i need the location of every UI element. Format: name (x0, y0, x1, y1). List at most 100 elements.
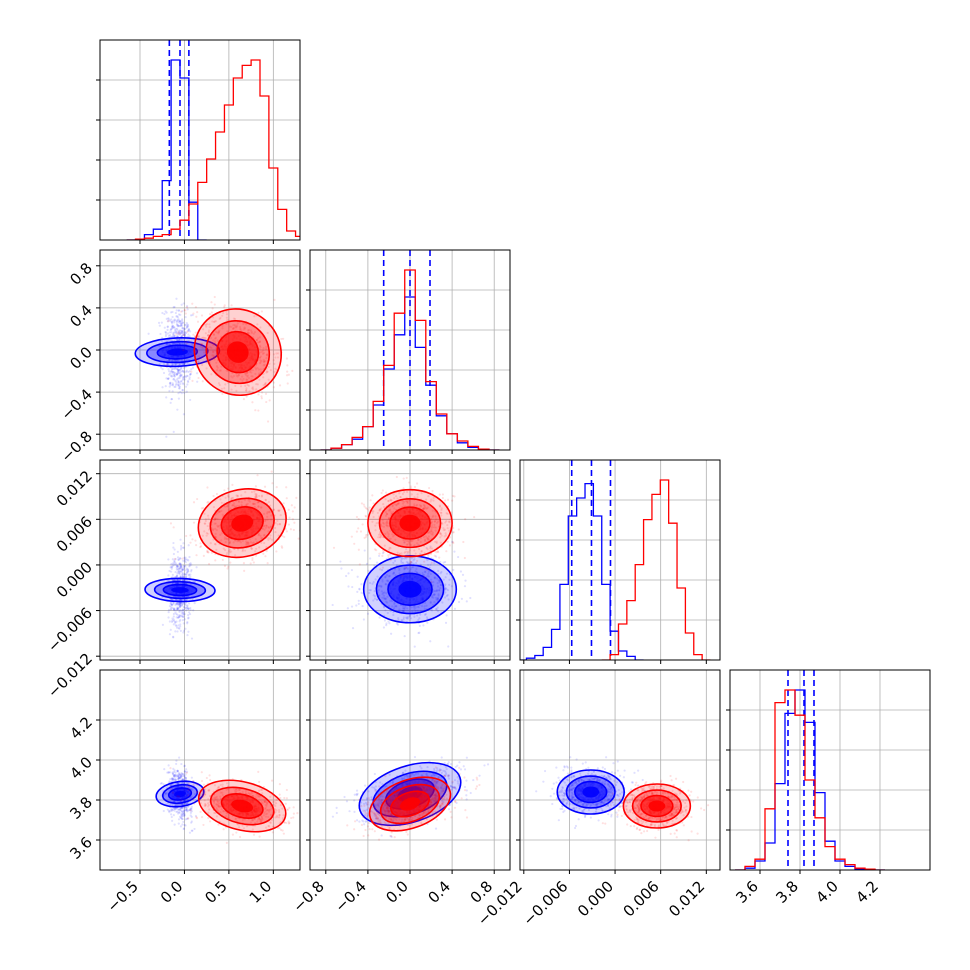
sample-point (372, 502, 375, 505)
sample-point (253, 502, 257, 505)
sample-point (161, 368, 164, 371)
sample-point (175, 602, 179, 606)
sample-point (181, 773, 184, 776)
sample-point (164, 310, 167, 313)
sample-point (164, 791, 167, 794)
panel-plot-area (100, 250, 300, 450)
sample-point (171, 564, 175, 567)
sample-point (175, 625, 178, 628)
sample-point (178, 376, 181, 380)
sample-point (180, 342, 184, 345)
sample-point (389, 599, 392, 602)
sample-point (268, 510, 271, 513)
sample-point (429, 600, 432, 604)
sample-point (210, 336, 213, 340)
sample-point (264, 345, 268, 348)
sample-point (234, 554, 237, 557)
sample-point (396, 502, 399, 505)
sample-point (195, 372, 199, 375)
sample-point (411, 539, 414, 542)
sample-point (180, 323, 183, 326)
sample-point (177, 818, 181, 821)
sample-point (180, 570, 183, 573)
sample-point (189, 341, 192, 344)
sample-point (382, 550, 385, 554)
sample-point (410, 606, 413, 609)
sample-point (392, 510, 395, 513)
sample-point (250, 818, 253, 821)
sample-point (226, 330, 229, 333)
sample-point (416, 496, 419, 499)
sample-point (244, 384, 247, 388)
sample-point (423, 605, 426, 608)
sample-point (437, 579, 440, 582)
sample-point (448, 521, 451, 524)
sample-point (227, 565, 230, 568)
sample-point (453, 550, 456, 553)
sample-point (392, 607, 396, 610)
sample-point (171, 367, 174, 370)
sample-point (386, 531, 389, 534)
sample-point (435, 521, 439, 524)
sample-point (374, 524, 377, 527)
sample-point (400, 559, 403, 563)
sample-point (186, 606, 189, 609)
sample-point (366, 533, 369, 536)
sample-point (275, 352, 278, 355)
sample-point (187, 573, 191, 576)
sample-point (246, 375, 249, 378)
sample-point (188, 831, 192, 834)
sample-point (174, 331, 177, 335)
sample-point (182, 612, 185, 616)
sample-point (188, 555, 191, 559)
sample-point (180, 373, 183, 377)
sample-point (179, 329, 183, 332)
sample-point (452, 568, 455, 572)
sample-point (250, 371, 253, 374)
sample-point (178, 605, 182, 608)
sample-point (383, 544, 386, 547)
sample-point (287, 523, 291, 526)
histogram-blue (126, 59, 207, 240)
sample-point (265, 545, 268, 549)
sample-point (272, 825, 275, 828)
sample-point (259, 326, 262, 329)
sample-point (187, 329, 190, 332)
sample-point (166, 332, 170, 335)
sample-point (178, 330, 181, 333)
sample-point (183, 612, 186, 616)
sample-point (214, 341, 217, 344)
sample-point (401, 502, 405, 505)
sample-point (269, 518, 273, 521)
sample-point (268, 526, 271, 529)
sample-point (279, 803, 282, 807)
sample-point (351, 627, 355, 630)
sample-point (230, 388, 233, 391)
sample-point (440, 534, 443, 537)
sample-point (176, 770, 179, 773)
sample-point (265, 804, 268, 808)
sample-point (176, 782, 179, 785)
sample-point (221, 558, 224, 562)
sample-point (211, 354, 214, 357)
contour-line-blue (162, 583, 198, 597)
sample-point (232, 502, 236, 505)
sample-point (379, 532, 382, 535)
sample-point (402, 610, 405, 613)
sample-point (439, 586, 442, 590)
sample-point (182, 370, 185, 373)
sample-point (220, 501, 223, 504)
sample-point (182, 546, 185, 549)
sample-point (440, 507, 443, 510)
sample-point (432, 596, 435, 599)
sample-point (171, 562, 174, 565)
sample-point (184, 332, 187, 335)
sample-point (191, 366, 195, 369)
sample-point (165, 343, 168, 346)
sample-point (389, 632, 393, 635)
sample-point (237, 823, 240, 826)
sample-point (179, 773, 182, 776)
sample-point (179, 370, 182, 373)
sample-point (171, 363, 174, 366)
sample-point (251, 557, 254, 560)
